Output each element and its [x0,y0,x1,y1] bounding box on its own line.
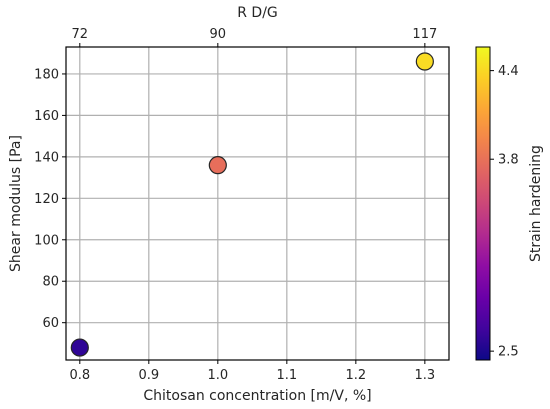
y-tick-label: 60 [42,316,59,331]
colorbar-ticks: 2.5 3.8 4.4 [490,64,519,360]
y-tick-label: 180 [34,67,59,82]
colorbar-tick-label: 3.8 [498,153,519,168]
colorbar-tick-label: 2.5 [498,345,519,360]
top-axis-label: R D/G [237,5,278,21]
x-tick-label: 1.2 [345,368,366,383]
x-tick-label: 0.9 [138,368,159,383]
scatter-point [70,338,89,357]
y-axis-label: Shear modulus [Pa] [8,135,24,272]
y-tick-label: 80 [42,275,59,290]
top-tick-label: 72 [72,27,89,42]
colorbar [475,46,491,361]
y-tick-label: 100 [34,233,59,248]
grid [66,47,449,360]
colorbar-tick-label: 4.4 [498,64,519,79]
x-tick-label: 1.3 [415,368,436,383]
x-axis-label: Chitosan concentration [m/V, %] [143,388,371,404]
y-tick-label: 140 [34,150,59,165]
top-tick-label: 117 [412,27,437,42]
x-tick-label: 1.0 [207,368,228,383]
y-tick-label: 120 [34,192,59,207]
top-tick-label: 90 [210,27,227,42]
x-tick-label: 1.1 [276,368,297,383]
plot-frame [65,46,450,361]
colorbar-label: Strain hardening [528,145,544,262]
x-tick-label: 0.8 [69,368,90,383]
scatter-point [415,52,434,71]
axis-ticks: 0.8 0.9 1.0 1.1 1.2 1.3 60 80 100 120 140 160 180 72 9… [34,27,437,383]
data-points [70,52,434,357]
y-tick-label: 160 [34,109,59,124]
scatter-point [208,156,227,175]
